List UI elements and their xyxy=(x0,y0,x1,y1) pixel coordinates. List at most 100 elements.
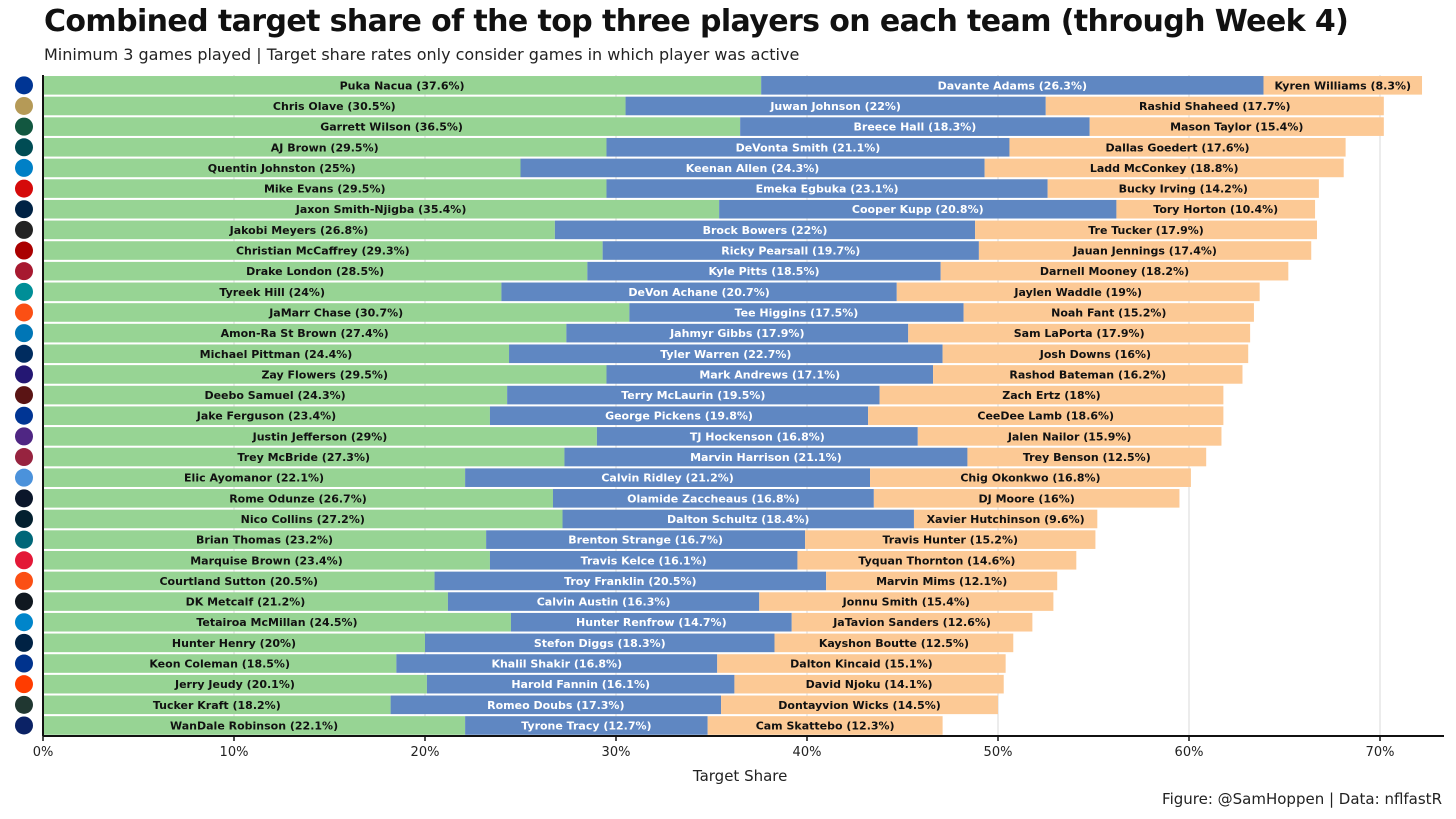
team-logo-icon xyxy=(15,448,33,467)
bar-segment xyxy=(896,282,1260,302)
data-label: CeeDee Lamb (18.6%) xyxy=(977,410,1114,423)
bar-segment xyxy=(978,241,1312,260)
data-label: Khalil Shakir (16.8%) xyxy=(491,658,622,671)
x-axis-title: Target Share xyxy=(692,767,787,785)
team-logo-icon xyxy=(15,158,33,177)
team-logo-icon xyxy=(15,76,33,95)
team-logo-icon xyxy=(15,303,33,322)
bar-segment xyxy=(434,571,827,591)
data-label: Tre Tucker (17.9%) xyxy=(1088,224,1204,237)
bar-segment xyxy=(43,654,397,673)
data-label: Travis Kelce (16.1%) xyxy=(581,554,707,567)
bar-segment xyxy=(465,468,871,487)
team-logo-icon xyxy=(15,96,33,115)
data-label: Nico Collins (27.2%) xyxy=(241,513,365,526)
bar-segment xyxy=(717,654,1006,673)
bar-labels: Puka Nacua (37.6%) Davante Adams (26.3%) K… xyxy=(149,79,1411,732)
data-label: Zay Flowers (29.5%) xyxy=(261,368,388,381)
data-label: Marvin Harrison (21.1%) xyxy=(690,451,842,464)
data-label: DeVonta Smith (21.1%) xyxy=(736,141,881,154)
bar-segment xyxy=(917,427,1222,446)
data-label: Harold Fannin (16.1%) xyxy=(511,678,650,691)
data-label: Trey Benson (12.5%) xyxy=(1023,451,1151,464)
bar-segment xyxy=(425,633,775,653)
bar-segment xyxy=(447,592,760,611)
team-logo-icon xyxy=(15,365,33,384)
bar-segment xyxy=(975,220,1317,240)
x-tick-label: 10% xyxy=(220,745,249,760)
data-label: Tory Horton (10.4%) xyxy=(1153,203,1278,216)
bar-segment xyxy=(43,241,603,260)
data-label: Stefon Diggs (18.3%) xyxy=(534,637,666,650)
bar-segment xyxy=(43,633,425,653)
data-label: Xavier Hutchinson (9.6%) xyxy=(927,513,1085,526)
bar-segment xyxy=(879,385,1224,405)
team-logo-icon xyxy=(15,241,33,260)
data-label: Brenton Strange (16.7%) xyxy=(568,534,723,547)
data-label: Tyler Warren (22.7%) xyxy=(660,348,791,361)
bar-segment xyxy=(707,716,943,735)
team-logo-icon xyxy=(15,179,33,198)
team-logos xyxy=(15,76,33,735)
team-logo-icon xyxy=(15,138,33,157)
bar-segment xyxy=(940,261,1289,281)
data-label: Dontayvion Wicks (14.5%) xyxy=(778,699,941,712)
data-label: Tyquan Thornton (14.6%) xyxy=(858,554,1015,567)
bar-segment xyxy=(1009,137,1346,157)
bar-segment xyxy=(984,158,1344,178)
team-logo-icon xyxy=(15,220,33,239)
team-logo-icon xyxy=(15,530,33,549)
data-label: Brock Bowers (22%) xyxy=(703,224,828,237)
data-label: WanDale Robinson (22.1%) xyxy=(170,719,338,732)
team-logo-icon xyxy=(15,427,33,446)
team-logo-icon xyxy=(15,262,33,281)
data-label: Chris Olave (30.5%) xyxy=(273,100,396,113)
x-tick-label: 30% xyxy=(602,745,631,760)
bar-segment xyxy=(510,612,792,632)
bar-segment xyxy=(606,137,1010,157)
data-label: Garrett Wilson (36.5%) xyxy=(320,121,463,134)
bar-segment xyxy=(43,674,427,694)
data-label: Justin Jefferson (29%) xyxy=(252,430,388,443)
data-label: Rome Odunze (26.7%) xyxy=(229,492,367,505)
bar-segment xyxy=(43,695,391,715)
bar-segment xyxy=(606,179,1048,198)
bar-segment xyxy=(1045,96,1384,116)
team-logo-icon xyxy=(15,551,33,570)
bar-segment xyxy=(868,406,1224,426)
data-label: Hunter Renfrow (14.7%) xyxy=(576,616,727,629)
bar-segment xyxy=(43,489,553,508)
bar-segment xyxy=(486,530,806,549)
bar-segment xyxy=(791,612,1033,632)
bar-segment xyxy=(602,241,979,260)
bar-segment xyxy=(43,117,741,136)
data-label: Chig Okonkwo (16.8%) xyxy=(960,472,1100,485)
data-label: Jaxon Smith-Njigba (35.4%) xyxy=(295,203,467,216)
bar-segment xyxy=(43,365,607,384)
x-tick-label: 50% xyxy=(984,745,1013,760)
bar-segment xyxy=(501,282,897,302)
bar-segment xyxy=(426,674,735,694)
data-label: Courtland Sutton (20.5%) xyxy=(159,575,318,588)
data-label: Ricky Pearsall (19.7%) xyxy=(721,245,860,258)
bar-segment xyxy=(552,489,874,508)
bar-segment xyxy=(396,654,718,673)
bar-segment xyxy=(43,406,490,426)
team-logo-icon xyxy=(15,324,33,343)
chart-caption: Figure: @SamHoppen | Data: nflfastR xyxy=(1162,790,1442,808)
bar-segment xyxy=(740,117,1090,136)
data-label: Jake Ferguson (23.4%) xyxy=(196,410,336,423)
bar-segment xyxy=(509,344,943,364)
x-tick-label: 0% xyxy=(33,745,54,760)
data-label: Dalton Kincaid (15.1%) xyxy=(790,658,933,671)
bar-segment xyxy=(797,550,1077,570)
bar-segment xyxy=(933,365,1243,384)
bar-segment xyxy=(43,509,563,529)
data-label: Ladd McConkey (18.8%) xyxy=(1090,162,1239,175)
data-label: Rashod Bateman (16.2%) xyxy=(1009,368,1166,381)
team-logo-icon xyxy=(15,592,33,611)
data-label: Bucky Irving (14.2%) xyxy=(1119,183,1248,196)
chart-title: Combined target share of the top three p… xyxy=(44,4,1349,39)
data-label: Deebo Samuel (24.3%) xyxy=(204,389,345,402)
